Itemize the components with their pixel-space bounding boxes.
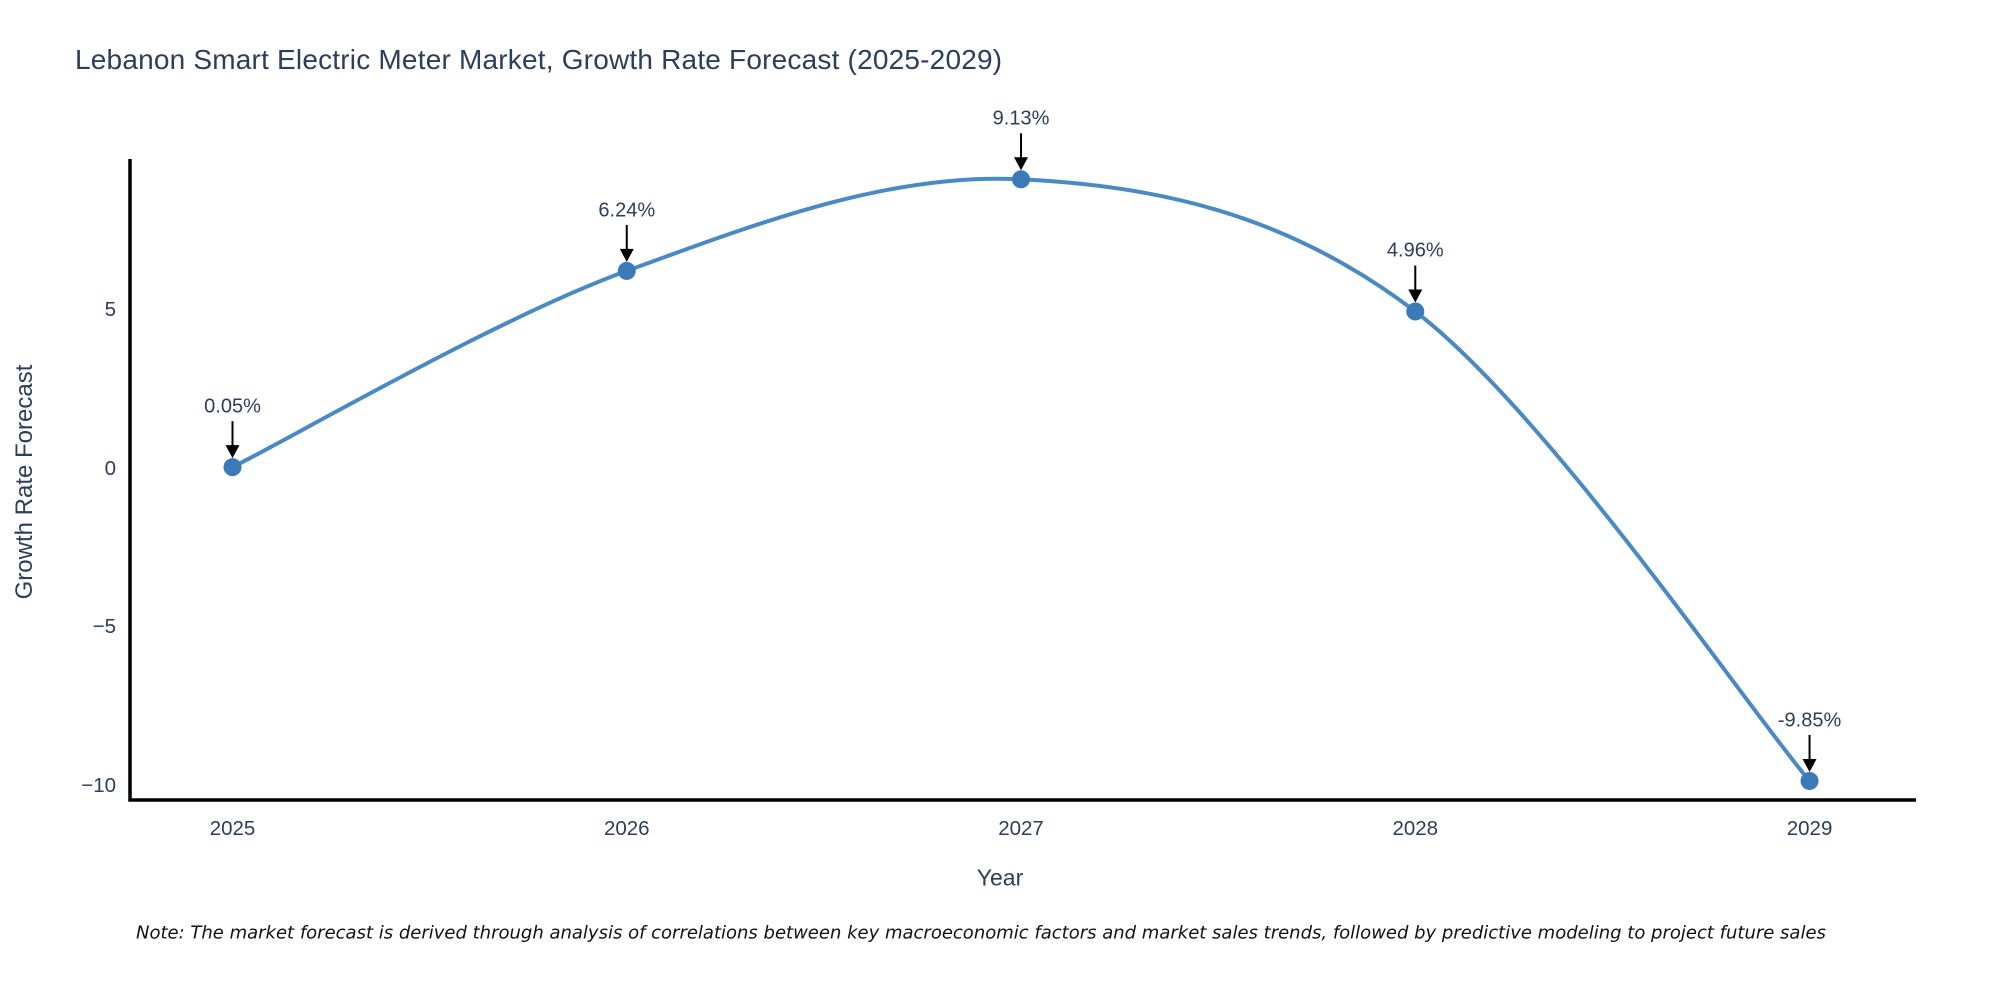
x-tick-label-2027: 2027 [998, 817, 1044, 840]
point-annotation-2026: 6.24% [598, 199, 656, 222]
point-annotation-2029: -9.85% [1777, 709, 1842, 732]
y-tick-label--10: −10 [81, 773, 116, 797]
axis-spines [128, 159, 1916, 802]
x-tick-label-2025: 2025 [209, 817, 256, 840]
trend-line [230, 176, 1812, 783]
y-tick-label-5: 5 [104, 298, 116, 322]
annotation-arrow-head [619, 248, 634, 262]
data-point-marker-2029 [1800, 771, 1819, 790]
data-point-marker-2027 [1012, 170, 1031, 189]
annotation-arrow-head [225, 445, 240, 459]
footnote: Note: The market forecast is derived thr… [136, 922, 1826, 944]
annotation-arrow-head [1014, 157, 1029, 171]
x-tick-label-2028: 2028 [1392, 817, 1439, 840]
y-tick-label-0: 0 [104, 456, 116, 480]
point-annotation-2025: 0.05% [204, 395, 261, 418]
chart-title: Lebanon Smart Electric Meter Market, Gro… [75, 44, 1003, 75]
data-point-marker-2025 [223, 458, 242, 477]
y-tick-label--5: −5 [92, 615, 116, 639]
data-point-marker-2028 [1406, 302, 1425, 321]
annotation-arrow-head [1802, 758, 1817, 772]
point-annotation-2028: 4.96% [1386, 239, 1444, 262]
data-point-marker-2026 [617, 261, 636, 280]
point-annotation-2027: 9.13% [992, 107, 1050, 130]
x-tick-label-2029: 2029 [1786, 817, 1833, 840]
x-tick-label-2026: 2026 [603, 817, 650, 840]
annotation-arrow-head [1408, 289, 1423, 303]
x-axis-title: Year [976, 864, 1024, 891]
